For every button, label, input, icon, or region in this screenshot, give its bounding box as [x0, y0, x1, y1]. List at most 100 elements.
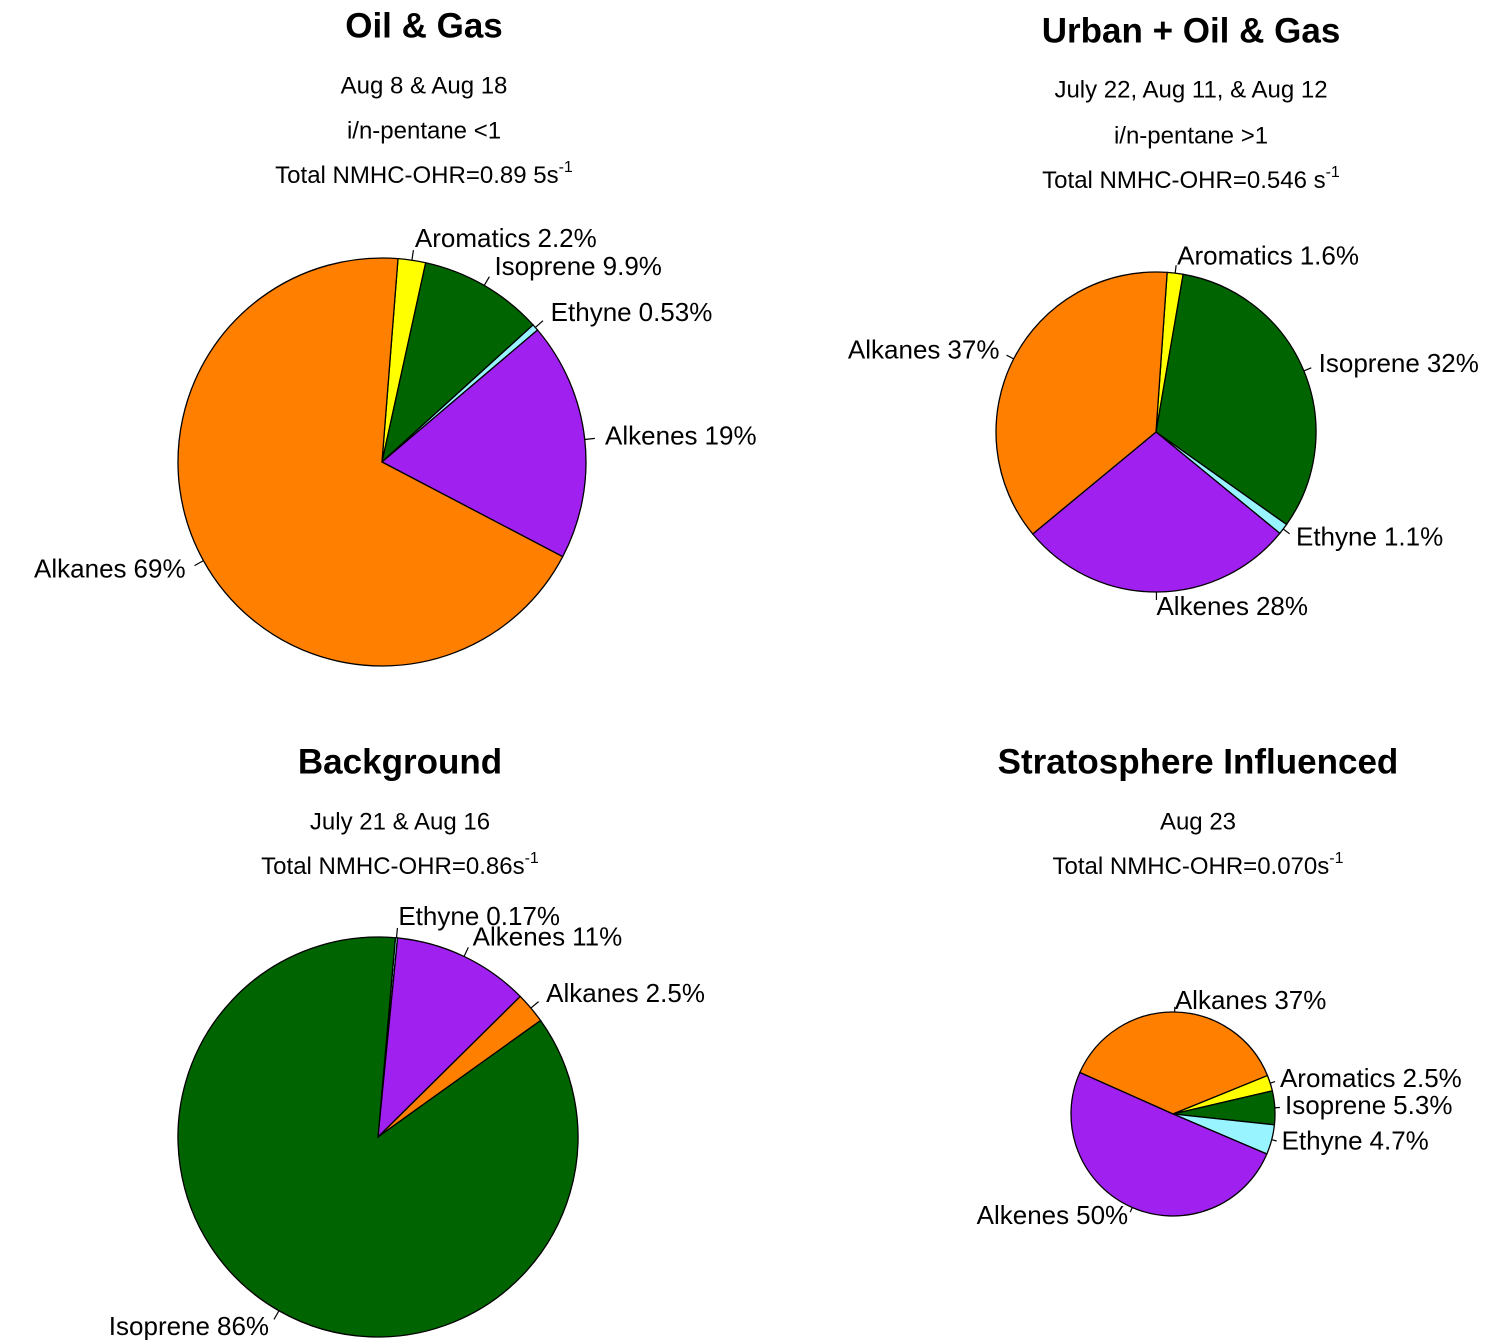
ohr-sup: -1 [525, 850, 539, 867]
slice-category: Ethyne [1282, 1125, 1363, 1155]
slice-category: Ethyne [398, 901, 479, 931]
subtitle: Aug 23 [1160, 808, 1236, 835]
leader-line [1270, 1081, 1276, 1084]
subtitle: July 21 & Aug 16 [310, 808, 490, 835]
leader-line [530, 1001, 539, 1009]
slice-label: Isoprene 9.9% [494, 251, 661, 281]
slice-label: Ethyne 0.53% [551, 297, 713, 327]
slice-value: 9.9% [603, 251, 662, 281]
ohr-sup: -1 [1326, 164, 1340, 181]
slice-label: Ethyne 4.7% [1282, 1125, 1429, 1155]
pie-slice [380, 329, 587, 558]
ohr-sup: -1 [1329, 850, 1343, 867]
leader-line [1006, 354, 1014, 360]
slice-value: 2.2% [537, 223, 596, 253]
slice-category: Alkenes [605, 420, 698, 450]
slice-category: Isoprene [1319, 348, 1420, 378]
slice-category: Ethyne [551, 297, 632, 327]
slice-label: Aromatics 2.5% [1280, 1063, 1462, 1093]
ohr-note: Total NMHC-OHR=0.86s-1 [261, 850, 539, 880]
slice-label: Alkanes 2.5% [546, 978, 705, 1008]
slice-category: Aromatics [1177, 240, 1293, 270]
slice-value: 86% [217, 1311, 269, 1340]
pie-slice [995, 271, 1168, 535]
subtitle: Aug 8 & Aug 18 [341, 72, 508, 99]
slice-value: 0.53% [639, 297, 713, 327]
slice-value: 1.1% [1384, 522, 1443, 552]
slice-value: 4.7% [1370, 1125, 1429, 1155]
slice-value: 50% [1076, 1200, 1128, 1230]
slice-value: 37% [947, 334, 999, 364]
slice-category: Alkanes [848, 334, 941, 364]
subtitle: i/n-pentane <1 [347, 117, 501, 144]
chart-title: Oil & Gas [345, 6, 503, 45]
slice-category: Isoprene [1285, 1090, 1386, 1120]
slice-category: Alkenes [977, 1200, 1070, 1230]
ohr-note: Total NMHC-OHR=0.546 s-1 [1042, 164, 1340, 194]
slice-label: Aromatics 2.2% [415, 223, 597, 253]
leader-line [1282, 528, 1290, 535]
ohr-sup: -1 [559, 159, 573, 176]
slice-value: 11% [572, 921, 622, 951]
slice-label: Ethyne 1.1% [1296, 522, 1443, 552]
leader-line [273, 1310, 280, 1320]
pie-slice [177, 257, 564, 667]
slice-category: Aromatics [1280, 1063, 1396, 1093]
chart-title: Stratosphere Influenced [998, 742, 1399, 781]
pie-panel: Stratosphere Influenced Aug 23 Total NMHC-… [977, 742, 1462, 1229]
leader-line [1174, 265, 1177, 274]
chart-title: Urban + Oil & Gas [1042, 11, 1341, 50]
slice-category: Ethyne [1296, 522, 1377, 552]
slice-label: Ethyne 0.17% [398, 901, 560, 931]
pie-slice [177, 936, 579, 1338]
slice-label: Alkanes 37% [848, 334, 1000, 364]
slice-category: Isoprene [494, 251, 595, 281]
slice-value: 5.3% [1393, 1090, 1452, 1120]
slice-label: Alkenes 11% [473, 921, 623, 951]
leader-line [483, 276, 490, 286]
leader-line [534, 320, 544, 328]
slice-category: Alkanes [1175, 985, 1268, 1015]
leader-line [395, 927, 399, 938]
ohr-text: Total NMHC-OHR=0.89 5s [275, 162, 558, 189]
slice-label: Isoprene 5.3% [1285, 1090, 1452, 1120]
pie-slice [1078, 1011, 1269, 1115]
subtitle: July 22, Aug 11, & Aug 12 [1054, 76, 1327, 103]
slice-category: Alkanes [546, 978, 639, 1008]
leader-line [194, 560, 204, 567]
leader-line [463, 947, 469, 957]
slice-value: 2.5% [1403, 1063, 1462, 1093]
slice-category: Alkenes [1156, 591, 1249, 621]
ohr-text: Total NMHC-OHR=0.546 s [1042, 167, 1325, 194]
pie-slice [1155, 273, 1317, 526]
slice-value: 32% [1427, 348, 1479, 378]
slice-label: Alkanes 37% [1175, 985, 1327, 1015]
slice-label: Alkenes 19% [605, 420, 757, 450]
slice-label: Isoprene 86% [109, 1311, 269, 1340]
slice-value: 1.6% [1300, 240, 1359, 270]
pie-panel: Urban + Oil & Gas July 22, Aug 11, & Aug … [848, 11, 1479, 621]
slice-category: Alkanes [34, 553, 127, 583]
slice-value: 2.5% [646, 978, 705, 1008]
ohr-note: Total NMHC-OHR=0.070s-1 [1053, 850, 1344, 880]
slice-label: Aromatics 1.6% [1177, 240, 1359, 270]
ohr-note: Total NMHC-OHR=0.89 5s-1 [275, 159, 573, 189]
pie-slice [380, 261, 535, 464]
slice-category: Alkenes [473, 921, 566, 951]
slice-label: Alkenes 50% [977, 1200, 1129, 1230]
slice-value: 0.17% [486, 901, 560, 931]
slice-value: 37% [1274, 985, 1326, 1015]
leader-line [584, 437, 595, 441]
leader-line [1271, 1139, 1277, 1142]
chart-title: Background [298, 742, 502, 781]
leader-line [411, 250, 415, 261]
slice-value: 69% [134, 553, 186, 583]
subtitle: i/n-pentane >1 [1114, 122, 1268, 149]
slice-label: Alkanes 69% [34, 553, 186, 583]
pie-slice [1031, 431, 1281, 593]
slice-value: 19% [705, 420, 757, 450]
ohr-text: Total NMHC-OHR=0.070s [1053, 853, 1330, 880]
leader-line [1303, 367, 1312, 372]
slice-value: 28% [1256, 591, 1308, 621]
